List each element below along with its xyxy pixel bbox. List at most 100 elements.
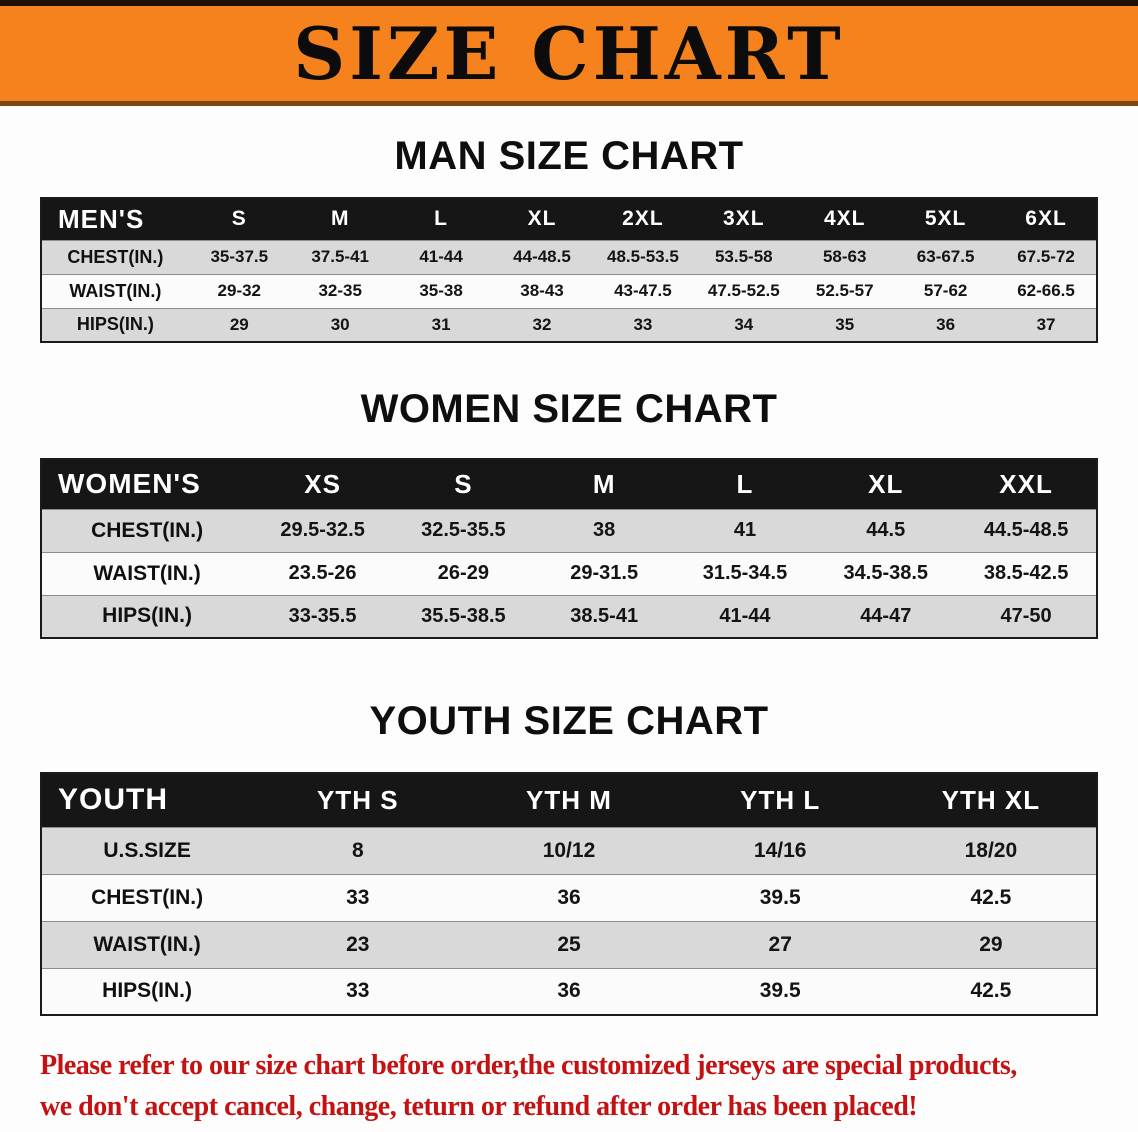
- title-banner: SIZE CHART: [0, 0, 1138, 106]
- men-table-label: MEN'S: [58, 203, 145, 234]
- size-column-header: YTH L: [740, 784, 821, 815]
- size-value-cell: 23: [346, 932, 370, 956]
- size-value-cell: 42.5: [970, 885, 1012, 909]
- content: MAN SIZE CHART MEN'S S M L XL 2XL 3XL 4XL 5XL 6XL…: [0, 134, 1138, 1127]
- size-value-cell: 53.5-58: [714, 247, 773, 266]
- size-value-cell: 38-43: [520, 281, 564, 300]
- order-notice: Please refer to our size chart before or…: [40, 1046, 1098, 1127]
- youth-header-row: YOUTH YTH S YTH M YTH L YTH XL: [41, 773, 1097, 827]
- size-column-header: YTH S: [317, 784, 399, 815]
- size-value-cell: 44-47: [860, 604, 912, 627]
- notice-line-2: we don't accept cancel, change, teturn o…: [40, 1090, 918, 1122]
- table-row: HIPS(IN.) 33 36 39.5 42.5: [41, 968, 1097, 1015]
- size-value-cell: 67.5-72: [1017, 247, 1075, 266]
- youth-table-label: YOUTH: [58, 783, 168, 817]
- size-value-cell: 26-29: [437, 562, 489, 584]
- table-row: CHEST(IN.) 35-37.5 37.5-41 41-44 44-48.5 48.5…: [41, 240, 1097, 274]
- youth-section-heading: YOUTH SIZE CHART: [369, 699, 769, 743]
- size-value-cell: 18/20: [964, 838, 1018, 862]
- size-value-cell: 29.5-32.5: [280, 519, 365, 541]
- women-size-chart-section: WOMEN SIZE CHART WOMEN'S XS S M L XL XXL CHEST(…: [40, 387, 1098, 639]
- table-row: HIPS(IN.) 29 30 31 32 33 34 35 36 37: [41, 308, 1097, 342]
- men-section-heading: MAN SIZE CHART: [394, 134, 744, 178]
- size-value-cell: 63-67.5: [916, 247, 975, 266]
- size-value-cell: 33: [346, 979, 370, 1003]
- notice-line-1: Please refer to our size chart before or…: [40, 1050, 1017, 1081]
- size-value-cell: 41-44: [719, 604, 771, 627]
- size-column-header: 5XL: [924, 207, 967, 231]
- row-label: WAIST(IN.): [93, 932, 201, 956]
- table-row: U.S.SIZE 8 10/12 14/16 18/20: [41, 827, 1097, 874]
- size-column-header: S: [231, 207, 247, 231]
- size-column-header: 3XL: [723, 207, 765, 231]
- size-value-cell: 31.5-34.5: [702, 562, 788, 584]
- size-value-cell: 44.5-48.5: [983, 519, 1069, 541]
- women-section-heading: WOMEN SIZE CHART: [360, 387, 778, 431]
- size-column-header: S: [454, 468, 473, 499]
- size-column-header: 4XL: [823, 207, 866, 231]
- table-row: HIPS(IN.) 33-35.5 35.5-38.5 38.5-41 41-44 44-…: [41, 595, 1097, 638]
- women-size-table: WOMEN'S XS S M L XL XXL CHEST(IN.) 29.5-32.5 32.5…: [40, 458, 1098, 639]
- size-value-cell: 36: [936, 314, 956, 334]
- men-size-table-container: MEN'S S M L XL 2XL 3XL 4XL 5XL 6XL CHEST(IN.) 35-37…: [40, 197, 1098, 343]
- men-header-row: MEN'S S M L XL 2XL 3XL 4XL 5XL 6XL: [41, 198, 1097, 240]
- size-value-cell: 41-44: [419, 247, 463, 266]
- size-value-cell: 32.5-35.5: [421, 519, 506, 541]
- size-value-cell: 33-35.5: [288, 604, 357, 627]
- size-value-cell: 38.5-42.5: [983, 562, 1069, 584]
- size-value-cell: 44.5: [866, 519, 906, 541]
- size-value-cell: 31: [431, 314, 451, 334]
- table-row: WAIST(IN.) 23 25 27 29: [41, 921, 1097, 968]
- size-value-cell: 32: [532, 314, 552, 334]
- row-label: CHEST(IN.): [91, 518, 204, 542]
- size-value-cell: 25: [557, 932, 581, 956]
- row-label: HIPS(IN.): [76, 314, 154, 335]
- size-value-cell: 29: [979, 932, 1003, 956]
- size-value-cell: 58-63: [822, 247, 867, 266]
- size-column-header: 6XL: [1025, 207, 1067, 231]
- size-column-header: M: [592, 468, 616, 499]
- size-column-header: XL: [868, 468, 904, 499]
- row-label: HIPS(IN.): [102, 604, 193, 628]
- size-value-cell: 30: [330, 314, 350, 334]
- size-value-cell: 44-48.5: [513, 247, 571, 266]
- size-value-cell: 39.5: [759, 979, 801, 1003]
- size-value-cell: 57-62: [923, 281, 968, 300]
- size-column-header: XS: [304, 468, 341, 499]
- size-value-cell: 35.5-38.5: [421, 604, 506, 627]
- size-column-header: XL: [527, 207, 557, 231]
- row-label: U.S.SIZE: [103, 838, 191, 862]
- size-value-cell: 38: [593, 519, 616, 541]
- size-column-header: XXL: [999, 468, 1053, 499]
- table-row: CHEST(IN.) 29.5-32.5 32.5-35.5 38 41 44.5 44.5…: [41, 509, 1097, 552]
- size-value-cell: 23.5-26: [288, 562, 357, 584]
- youth-size-table: YOUTH YTH S YTH M YTH L YTH XL U.S.SIZE 8 10/12…: [40, 772, 1098, 1016]
- size-column-header: YTH XL: [941, 784, 1041, 815]
- size-value-cell: 29: [229, 314, 249, 334]
- women-table-label: WOMEN'S: [58, 468, 201, 500]
- size-value-cell: 32-35: [318, 281, 362, 300]
- size-value-cell: 35: [835, 314, 855, 334]
- size-value-cell: 35-37.5: [210, 247, 269, 266]
- men-size-table: MEN'S S M L XL 2XL 3XL 4XL 5XL 6XL CHEST(IN.) 35-37…: [40, 197, 1098, 343]
- size-column-header: 2XL: [622, 207, 664, 231]
- table-row: WAIST(IN.) 29-32 32-35 35-38 38-43 43-47.5 47.…: [41, 274, 1097, 308]
- size-value-cell: 48.5-53.5: [606, 247, 679, 266]
- row-label: HIPS(IN.): [102, 979, 193, 1003]
- size-value-cell: 29-32: [217, 281, 262, 300]
- size-value-cell: 33: [346, 885, 370, 909]
- size-value-cell: 47.5-52.5: [707, 281, 780, 300]
- women-header-row: WOMEN'S XS S M L XL XXL: [41, 459, 1097, 509]
- size-value-cell: 8: [351, 838, 364, 862]
- size-value-cell: 10/12: [542, 838, 596, 862]
- row-label: WAIST(IN.): [69, 280, 162, 301]
- size-value-cell: 62-66.5: [1017, 281, 1075, 300]
- size-value-cell: 36: [557, 885, 581, 909]
- size-value-cell: 39.5: [759, 885, 801, 909]
- size-value-cell: 43-47.5: [614, 281, 672, 300]
- row-label: WAIST(IN.): [93, 561, 201, 585]
- size-column-header: L: [736, 468, 754, 499]
- men-size-chart-section: MAN SIZE CHART MEN'S S M L XL 2XL 3XL 4XL 5XL 6XL…: [40, 134, 1098, 343]
- table-row: CHEST(IN.) 33 36 39.5 42.5: [41, 874, 1097, 921]
